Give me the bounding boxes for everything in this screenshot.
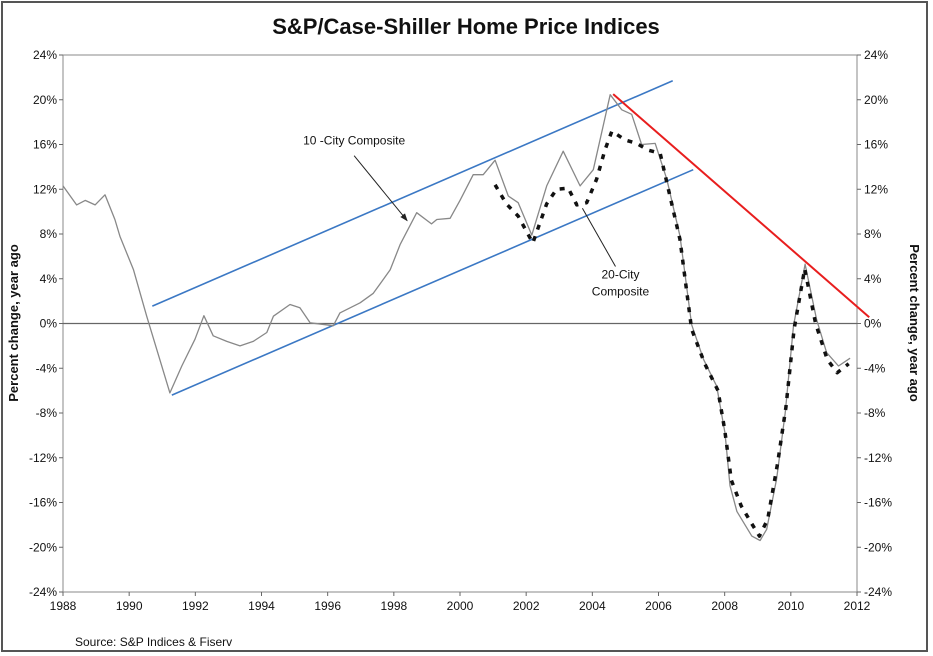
- chart-title: S&P/Case-Shiller Home Price Indices: [272, 14, 660, 39]
- y-tick-label-right: 24%: [864, 48, 888, 62]
- annotation-arrow: [353, 155, 408, 222]
- trend-line-upper-channel: [152, 79, 674, 307]
- y-tick-label-left: -24%: [29, 585, 57, 599]
- x-tick-label: 1988: [50, 599, 77, 613]
- y-axis-label-left: Percent change, year ago: [6, 244, 21, 402]
- x-tick-label: 1998: [380, 599, 407, 613]
- x-tick-label: 2000: [447, 599, 474, 613]
- y-tick-label-right: -4%: [864, 361, 886, 375]
- series-10-city-line: [62, 94, 851, 542]
- x-tick-label: 2008: [711, 599, 738, 613]
- y-tick-label-left: 24%: [33, 48, 57, 62]
- x-tick-label: 2004: [579, 599, 606, 613]
- x-tick-label: 1994: [248, 599, 275, 613]
- annotation-label: 10 -City Composite: [303, 134, 405, 148]
- series-20-city-line: [493, 129, 850, 538]
- y-tick-label-right: 8%: [864, 227, 882, 241]
- x-tick-label: 1996: [314, 599, 341, 613]
- y-tick-label-left: -8%: [36, 406, 58, 420]
- x-tick-label: 1990: [116, 599, 143, 613]
- y-tick-label-left: 4%: [40, 272, 58, 286]
- y-tick-label-left: -16%: [29, 496, 57, 510]
- y-tick-label-right: -20%: [864, 540, 892, 554]
- source-note: Source: S&P Indices & Fiserv: [75, 635, 232, 649]
- y-tick-label-left: -12%: [29, 451, 57, 465]
- x-tick-label: 2010: [777, 599, 804, 613]
- trend-line-downtrend: [612, 93, 870, 318]
- y-tick-label-right: -12%: [864, 451, 892, 465]
- y-tick-label-right: 20%: [864, 93, 888, 107]
- y-tick-label-left: -20%: [29, 540, 57, 554]
- y-tick-label-right: 4%: [864, 272, 882, 286]
- y-tick-label-right: 16%: [864, 138, 888, 152]
- x-tick-label: 2006: [645, 599, 672, 613]
- x-tick-label: 2002: [513, 599, 540, 613]
- y-tick-label-left: 0%: [40, 317, 58, 331]
- y-tick-label-left: 8%: [40, 227, 58, 241]
- y-tick-label-right: 12%: [864, 182, 888, 196]
- y-axis-label-right: Percent change, year ago: [907, 244, 922, 402]
- annotation-label: 20-City: [601, 267, 639, 281]
- y-tick-label-left: 12%: [33, 182, 57, 196]
- y-tick-label-left: 16%: [33, 138, 57, 152]
- y-tick-label-right: -16%: [864, 496, 892, 510]
- y-tick-label-right: 0%: [864, 317, 882, 331]
- y-tick-label-left: -4%: [36, 361, 58, 375]
- y-tick-label-right: -24%: [864, 585, 892, 599]
- y-tick-label-right: -8%: [864, 406, 886, 420]
- x-tick-label: 1992: [182, 599, 209, 613]
- annotation-label: Composite: [592, 284, 650, 298]
- y-tick-label-left: 20%: [33, 93, 57, 107]
- x-tick-label: 2012: [844, 599, 871, 613]
- trend-line-lower-channel: [171, 168, 694, 396]
- annotation-arrow: [581, 208, 616, 267]
